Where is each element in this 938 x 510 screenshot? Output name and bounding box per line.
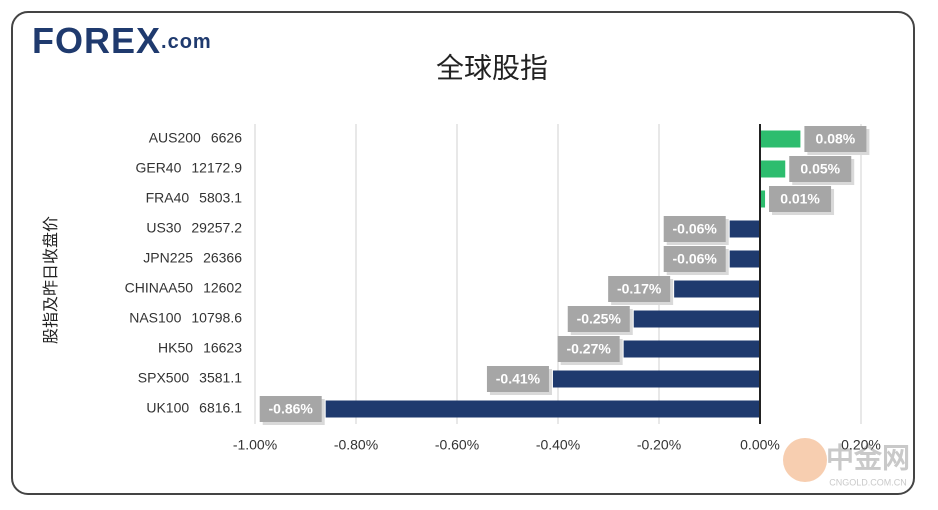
value-label-box [486,366,549,392]
value-label: -0.25% [577,311,622,327]
close-price: 12172.9 [191,160,242,176]
bar [633,310,760,328]
y-tick-label: FRA40 [146,190,190,206]
close-price: 29257.2 [191,220,242,236]
bar [325,400,760,418]
bar [623,340,760,358]
y-tick-label: HK50 [158,340,193,356]
bar [552,370,760,388]
value-label-box [259,396,322,422]
value-label: -0.27% [566,341,611,357]
value-label: 0.05% [800,161,840,177]
x-tick-label: -0.80% [334,437,378,453]
bar [760,190,766,208]
value-label: -0.17% [617,281,662,297]
y-tick-label: NAS100 [129,310,181,326]
x-tick-label: -0.20% [637,437,681,453]
y-tick-label: SPX500 [138,370,190,386]
value-label: 0.08% [816,131,856,147]
logo: FOREX.com [32,20,212,61]
y-tick-label: UK100 [146,400,189,416]
watermark-name: 中金网 [826,441,910,473]
logo-name: FOREX [32,20,161,61]
bar [760,160,786,178]
y-axis-label: 股指及昨日收盘价 [41,216,60,344]
x-tick-label: 0.00% [740,437,780,453]
value-label-box [557,336,620,362]
x-tick-label: -0.60% [435,437,479,453]
value-label: -0.41% [496,371,541,387]
value-label-box [663,246,726,272]
close-price: 10798.6 [191,310,242,326]
value-label-box [789,156,852,182]
value-label-box [804,126,867,152]
value-label-box [769,186,832,212]
close-price: 12602 [203,280,242,296]
watermark-icon [783,438,827,482]
close-price: 26366 [203,250,242,266]
close-price: 3581.1 [199,370,242,386]
y-tick-label: GER40 [135,160,181,176]
value-label: -0.06% [673,251,718,267]
value-label: -0.86% [269,401,314,417]
bar [729,220,760,238]
value-label-box [608,276,671,302]
close-price: 6626 [211,130,242,146]
value-label-box [567,306,630,332]
y-tick-label: JPN225 [143,250,193,266]
y-tick-label: CHINAA50 [125,280,194,296]
value-label: -0.06% [673,221,718,237]
bar [674,280,760,298]
close-price: 16623 [203,340,242,356]
watermark-site: CNGOLD.COM.CN [829,477,907,487]
close-price: 5803.1 [199,190,242,206]
x-tick-label: -0.40% [536,437,580,453]
logo-suffix: .com [161,31,212,53]
close-price: 6816.1 [199,400,242,416]
x-tick-label: -1.00% [233,437,277,453]
bar [760,130,801,148]
x-tick-label: 0.20% [841,437,881,453]
y-tick-label: AUS200 [149,130,201,146]
value-label-box [663,216,726,242]
y-tick-label: US30 [146,220,181,236]
chart-title: 全球股指 [436,52,548,83]
bar [729,250,760,268]
value-label: 0.01% [780,191,820,207]
